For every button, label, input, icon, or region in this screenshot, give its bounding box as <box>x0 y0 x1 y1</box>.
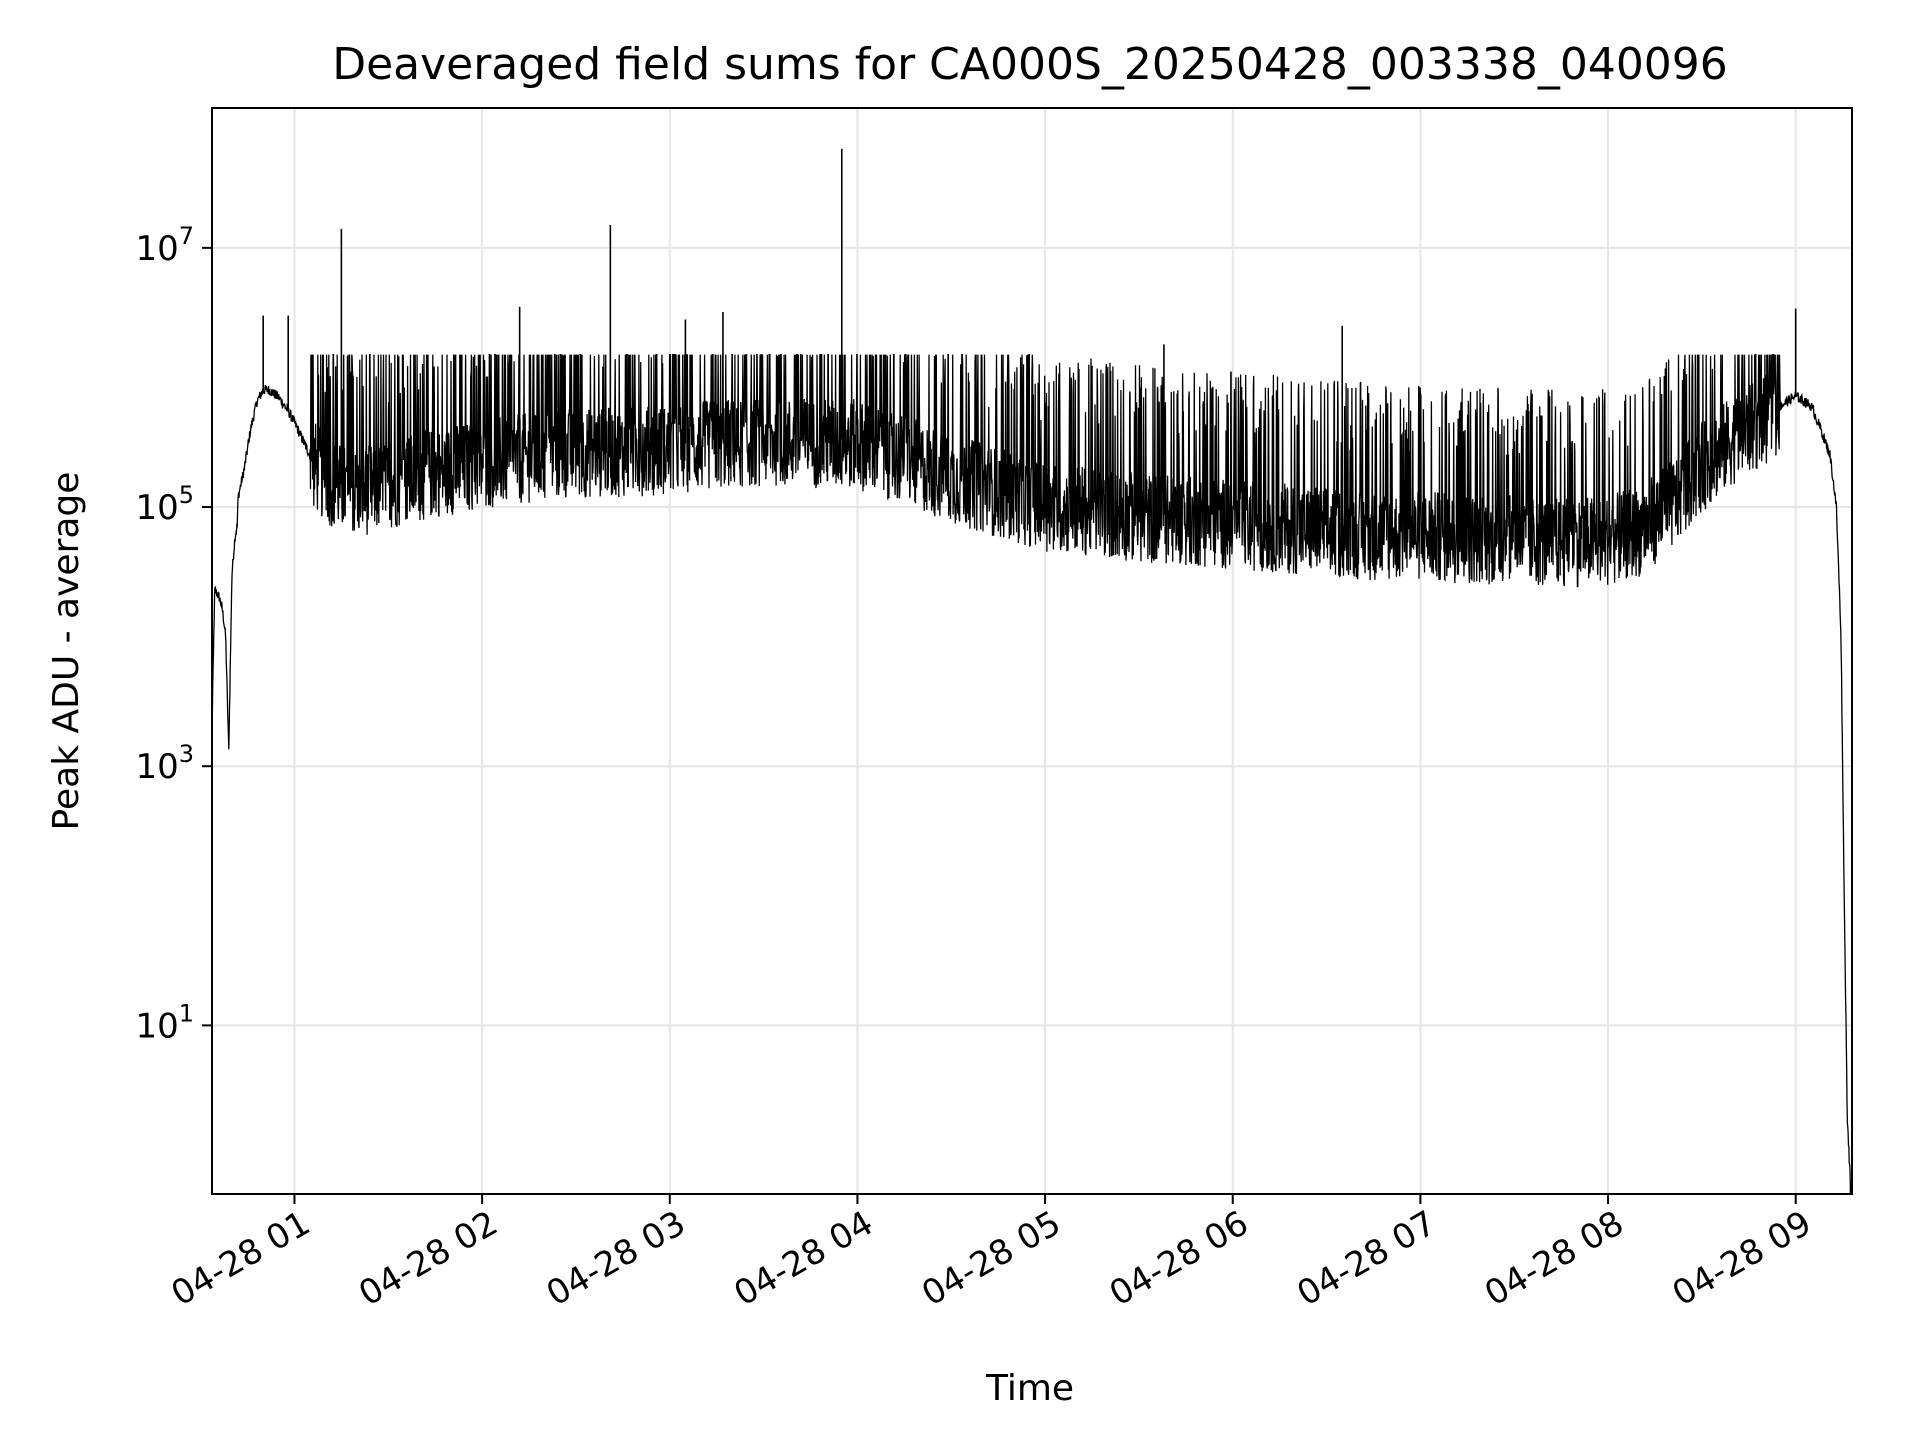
y-tick-label: 101 <box>135 999 194 1046</box>
x-tick-label: 04-28 03 <box>540 1203 692 1314</box>
series-line <box>211 353 1852 1195</box>
y-tick-exponent: 5 <box>179 481 194 509</box>
plot-area <box>211 148 1852 1195</box>
y-tick-base: 10 <box>135 747 178 787</box>
grid <box>212 108 1852 1194</box>
x-tick-label: 04-28 04 <box>728 1203 880 1314</box>
y-tick-label: 105 <box>135 481 194 528</box>
y-tick-exponent: 1 <box>179 999 194 1027</box>
y-axis-label: Peak ADU - average <box>46 472 87 831</box>
y-tick-base: 10 <box>135 488 178 528</box>
y-tick-label: 103 <box>135 740 194 787</box>
x-axis-label: Time <box>985 1368 1074 1409</box>
y-tick-base: 10 <box>135 1006 178 1046</box>
x-tick-label: 04-28 02 <box>352 1203 504 1314</box>
y-tick-exponent: 3 <box>179 740 194 768</box>
y-tick-exponent: 7 <box>179 222 194 250</box>
x-tick-label: 04-28 01 <box>165 1203 317 1314</box>
x-tick-label: 04-28 06 <box>1103 1203 1255 1314</box>
x-tick-label: 04-28 07 <box>1291 1203 1443 1314</box>
x-axis: 04-28 01 04-28 02 04-28 03 04-28 04 04-28 05… <box>165 1194 1818 1314</box>
plot-frame <box>211 107 1853 1195</box>
y-tick-base: 10 <box>135 229 178 269</box>
x-tick-label: 04-28 08 <box>1478 1203 1630 1314</box>
x-tick-label: 04-28 05 <box>915 1203 1067 1314</box>
y-tick-label: 107 <box>135 222 194 269</box>
x-tick-label: 04-28 09 <box>1666 1203 1818 1314</box>
chart-title: Deaveraged field sums for CA000S_2025042… <box>332 39 1728 90</box>
